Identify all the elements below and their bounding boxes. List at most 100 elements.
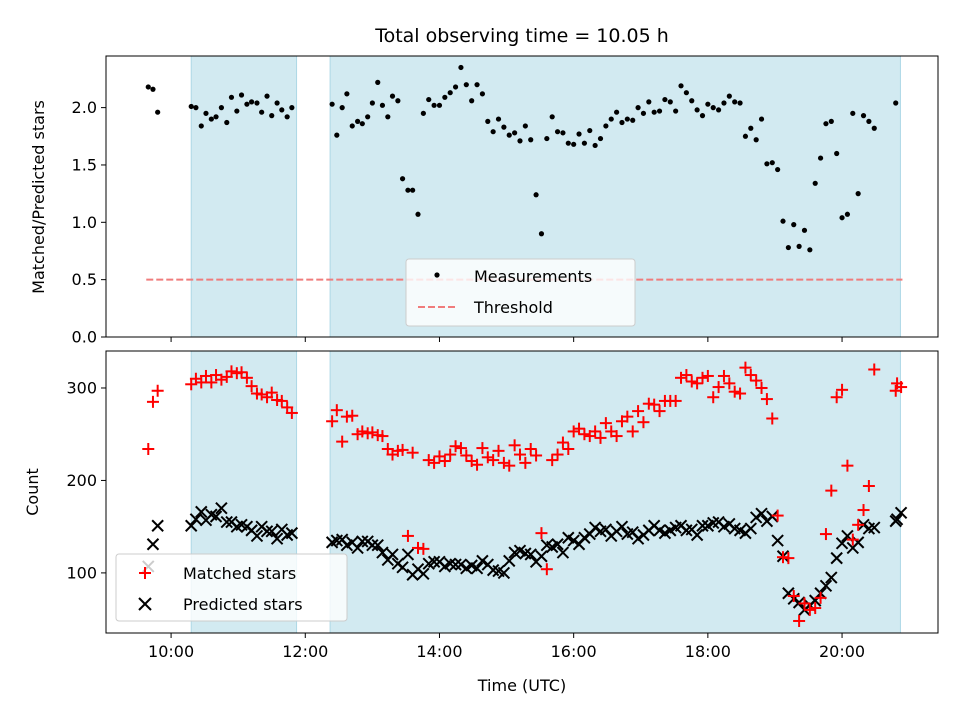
legend-predicted-marker <box>138 597 152 611</box>
matched-point <box>205 376 218 389</box>
measurement-point <box>721 100 727 106</box>
measurement-point <box>375 79 381 85</box>
legend-matched-label: Matched stars <box>183 564 296 583</box>
measurement-point <box>452 84 459 90</box>
predicted-point <box>771 534 784 547</box>
predicted-point <box>260 525 274 538</box>
measurement-point <box>334 132 340 138</box>
matched-point <box>632 405 645 418</box>
matched-point <box>492 444 505 457</box>
measurement-point <box>823 121 829 127</box>
matched-point <box>199 369 212 382</box>
matched-point <box>513 448 526 461</box>
matched-point <box>701 369 714 382</box>
matched-point <box>530 449 543 462</box>
matched-point <box>454 442 467 455</box>
matched-point <box>444 448 457 461</box>
matched-point <box>637 416 650 429</box>
measurement-point <box>828 118 834 124</box>
predicted-point <box>376 546 389 559</box>
measurement-point <box>218 105 225 111</box>
matched-point <box>798 597 811 610</box>
predicted-point <box>470 562 484 575</box>
measurement-point <box>742 133 749 139</box>
measurement-point <box>635 105 641 111</box>
predicted-point <box>209 510 223 523</box>
matched-point <box>685 375 698 388</box>
predicted-point <box>890 513 904 526</box>
x-axis-label: Time (UTC) <box>477 676 566 695</box>
predicted-point <box>401 548 415 561</box>
matched-point <box>599 417 612 430</box>
measurement-point <box>817 155 824 161</box>
measurement-point <box>614 109 620 115</box>
xtick-label: 16:00 <box>551 642 597 661</box>
observing-interval-0 <box>190 56 298 337</box>
matched-point <box>401 529 414 542</box>
measurement-point <box>748 125 754 131</box>
matched-point <box>841 459 854 472</box>
measurement-point <box>667 99 673 105</box>
measurement-point <box>603 123 609 129</box>
measurement-point <box>355 118 361 124</box>
measurement-point <box>389 93 396 99</box>
matched-point <box>782 552 795 565</box>
matched-point <box>723 377 736 390</box>
measurement-point <box>188 103 194 110</box>
matched-point <box>235 366 248 379</box>
measurement-point <box>839 215 845 221</box>
matched-point <box>240 371 253 384</box>
measurement-point <box>538 231 545 237</box>
predicted-point <box>755 507 768 520</box>
matched-point <box>146 395 159 408</box>
predicted-point <box>578 531 591 544</box>
legend-matched-marker <box>139 567 151 579</box>
measurement-point <box>269 113 275 119</box>
measurement-point <box>554 129 561 135</box>
measurement-point <box>544 135 550 142</box>
measurement-point <box>369 100 375 106</box>
top-ytick-label: 1.5 <box>72 155 97 174</box>
measurement-point <box>234 108 240 114</box>
matched-point <box>868 363 881 376</box>
predicted-point <box>265 525 278 538</box>
matched-point <box>675 371 688 384</box>
predicted-point <box>449 558 462 571</box>
matched-point <box>895 381 908 394</box>
predicted-point <box>427 555 441 569</box>
measurement-point <box>344 91 350 97</box>
bottom-panel-frame <box>105 350 939 634</box>
predicted-point <box>497 566 511 580</box>
matched-point <box>460 449 473 462</box>
matched-point <box>471 458 484 471</box>
bottom-ytick-label: 200 <box>66 471 97 490</box>
xtick-label: 12:00 <box>282 642 328 661</box>
measurement-point <box>415 211 421 217</box>
measurement-point <box>522 123 528 129</box>
top-panel: 0.00.51.01.52.0 Matched/Predicted stars … <box>29 55 939 347</box>
measurement-point <box>651 109 657 115</box>
measurement-point <box>203 110 209 116</box>
predicted-point <box>371 538 384 552</box>
matched-point <box>524 443 537 456</box>
measurement-point <box>458 64 464 71</box>
measurement-point <box>801 227 808 233</box>
matched-point <box>830 391 843 404</box>
matched-point <box>852 518 865 531</box>
measurement-point <box>284 114 290 120</box>
measurement-point <box>259 109 265 115</box>
predicted-point <box>588 521 602 534</box>
matched-point <box>487 454 500 467</box>
measurement-point <box>807 247 813 253</box>
measurement-point <box>431 102 437 108</box>
measurement-point <box>592 142 598 149</box>
matched-point <box>540 563 553 576</box>
measurement-point <box>224 119 230 126</box>
xtick-label: 18:00 <box>685 642 731 661</box>
matched-point <box>481 451 494 464</box>
predicted-point <box>146 538 160 551</box>
measurement-point <box>565 140 571 146</box>
matched-point <box>396 443 409 456</box>
predicted-point <box>285 526 299 540</box>
